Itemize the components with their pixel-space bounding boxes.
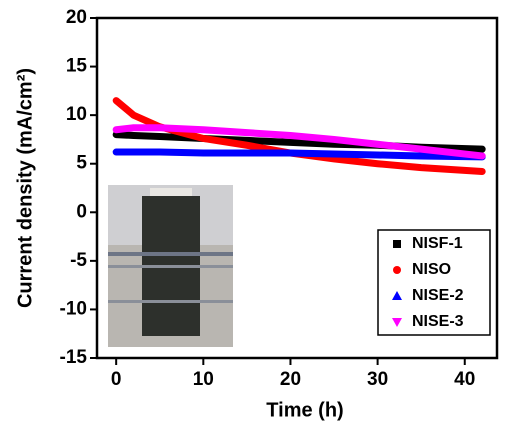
series-line (112, 148, 486, 161)
inset-photo (108, 185, 233, 347)
x-tick-label: 20 (280, 369, 301, 390)
x-axis-label: Time (h) (266, 399, 343, 421)
x-tick-label: 0 (111, 369, 122, 390)
y-tick-label: 15 (66, 56, 88, 77)
x-tick-label: 10 (193, 369, 214, 390)
legend-label: NISF-1 (412, 235, 463, 252)
legend: NISF-1 NISO NISE-2 NISE-3 (377, 229, 491, 336)
plot-frame (95, 16, 499, 360)
x-tick-label: 40 (454, 369, 475, 390)
series-line (112, 97, 486, 175)
legend-marker (393, 240, 401, 248)
y-axis-label: Current density (mA/cm²) (14, 68, 36, 308)
legend-marker (393, 266, 401, 274)
y-tick-label: 20 (66, 7, 87, 28)
y-tick-label: -15 (60, 347, 88, 368)
series-line (112, 124, 486, 160)
y-tick-label: -10 (60, 298, 87, 319)
y-tick-label: -5 (70, 250, 87, 271)
y-tick-label: 0 (76, 201, 87, 222)
y-tick-label: 10 (66, 104, 87, 125)
legend-marker (392, 291, 402, 300)
legend-label: NISE-2 (412, 287, 464, 304)
legend-label: NISO (412, 261, 451, 278)
legend-label: NISE-3 (412, 313, 464, 330)
x-tick-label: 30 (367, 369, 388, 390)
legend-marker (392, 318, 402, 327)
y-tick-label: 5 (76, 153, 87, 174)
